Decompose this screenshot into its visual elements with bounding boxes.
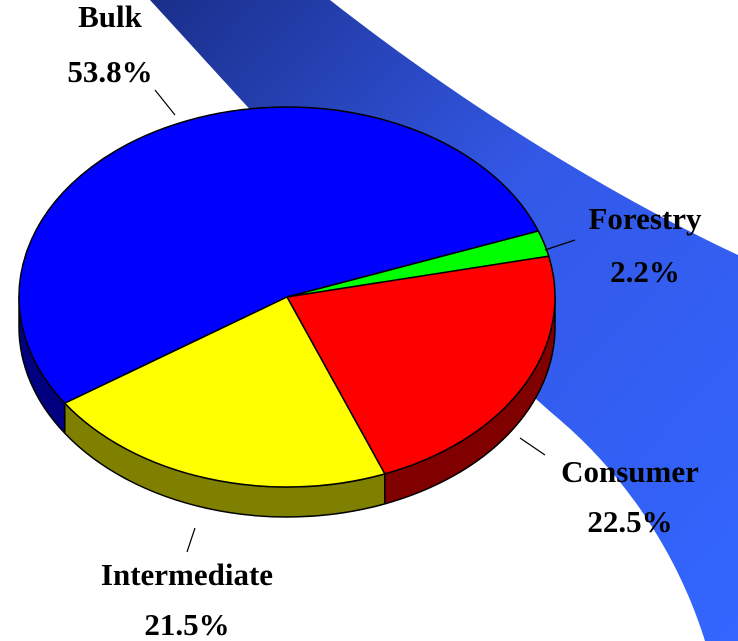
slice (18, 106, 540, 404)
labels: Bulk 53.8% Forestry 2.2% Consumer 22.5% Interm… (67, 0, 702, 641)
leader-line (519, 437, 546, 456)
slice-value-label: 22.5% (587, 504, 672, 539)
slice-label: Intermediate (101, 557, 273, 592)
slice (64, 296, 386, 488)
leader-line (186, 527, 196, 553)
slice-value-label: 53.8% (67, 54, 152, 89)
leader-line (544, 239, 576, 251)
slice-label: Consumer (561, 454, 699, 489)
slice-label: Bulk (78, 0, 143, 34)
slice (286, 255, 556, 475)
slice-value-label: 21.5% (144, 607, 229, 641)
pie (18, 106, 556, 518)
slice-label: Forestry (588, 201, 702, 236)
leader-line (154, 89, 176, 116)
slice-value-label: 2.2% (610, 254, 680, 289)
